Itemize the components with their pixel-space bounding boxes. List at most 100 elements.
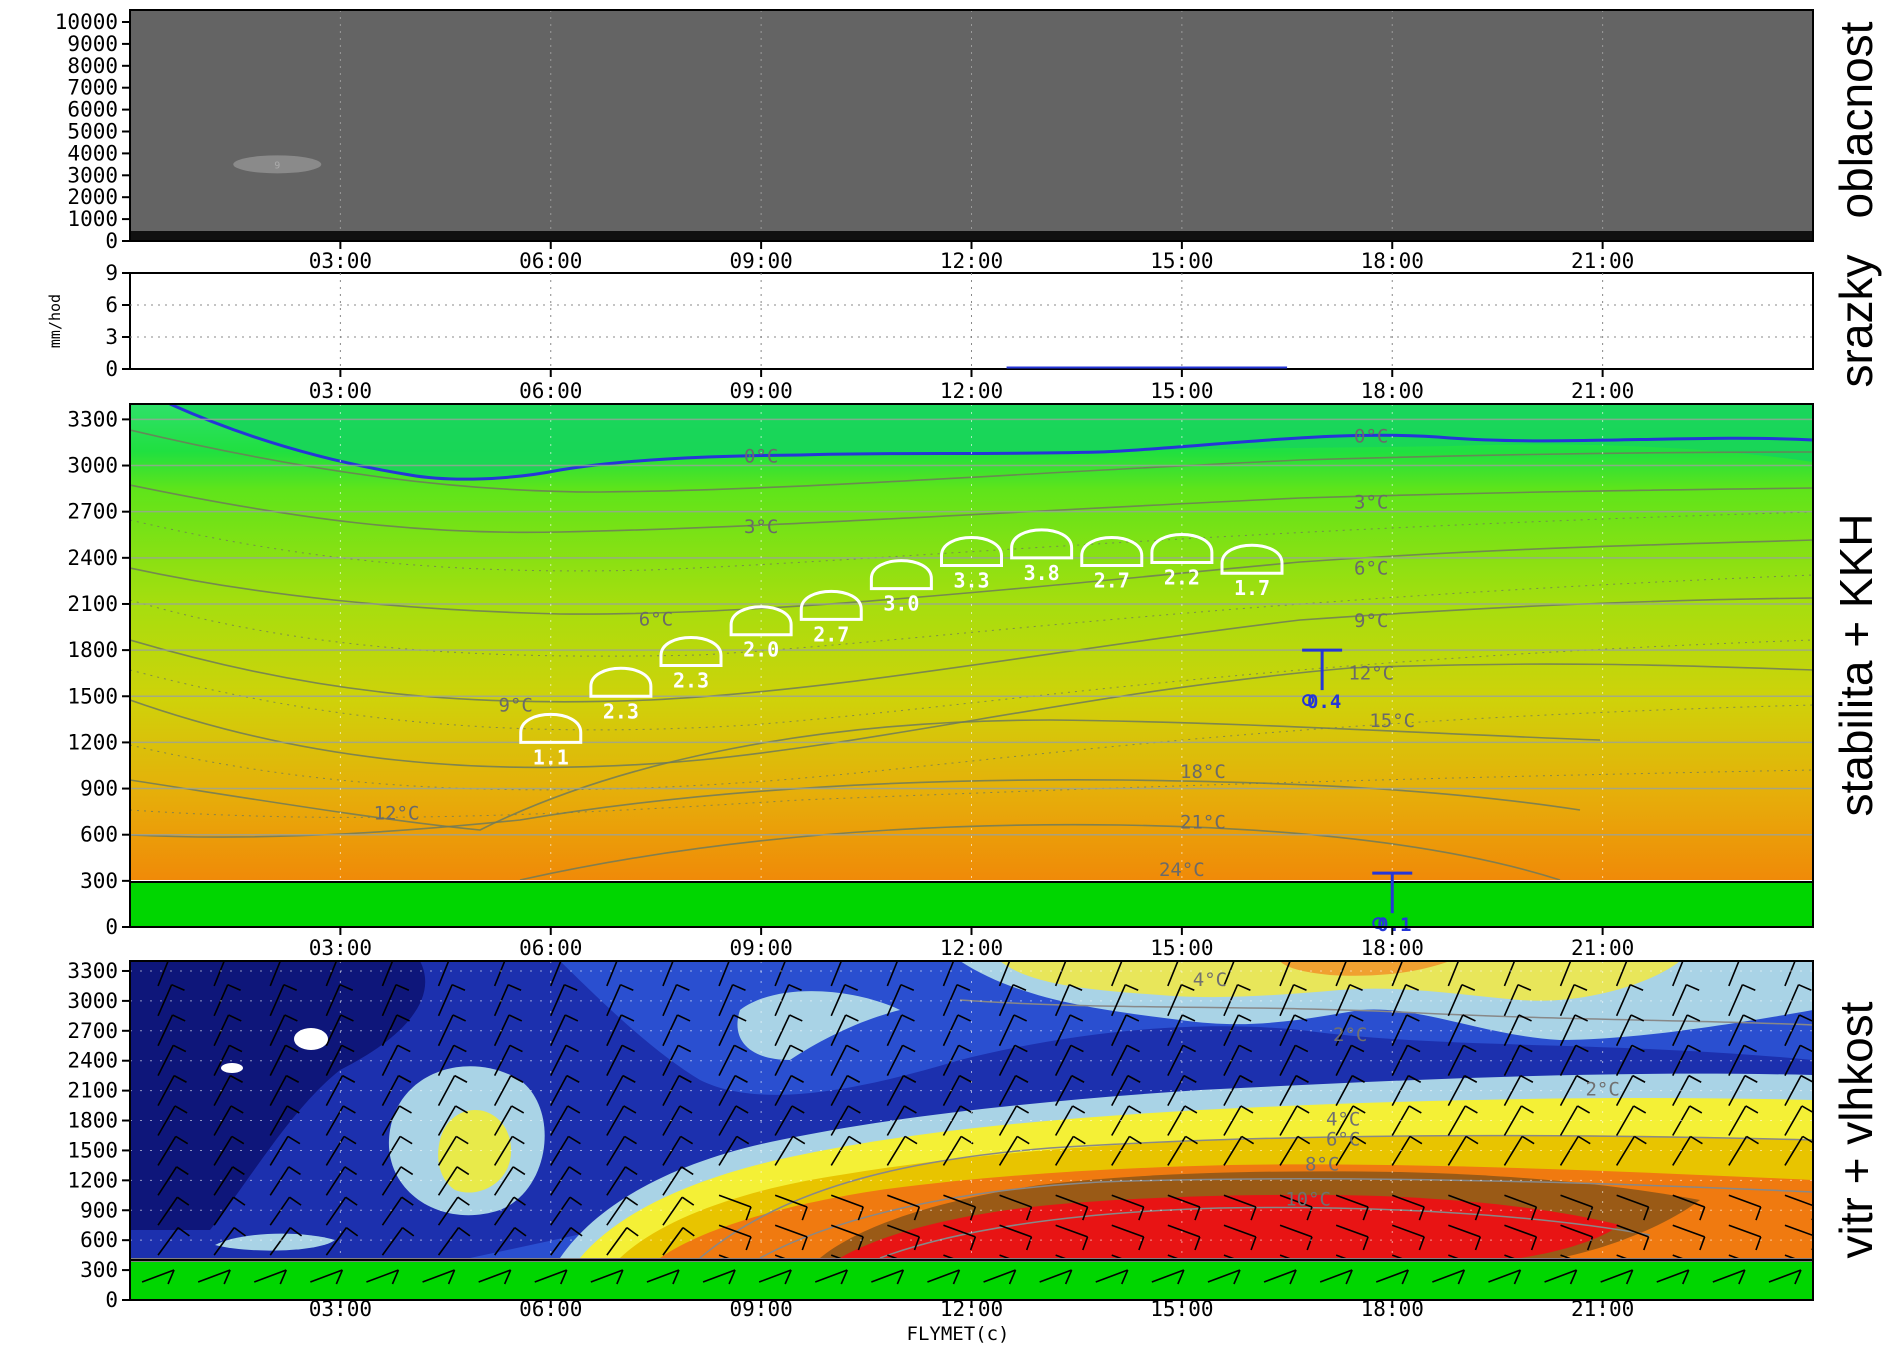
wind-barb-staff bbox=[550, 1227, 572, 1256]
kkh-symbol bbox=[940, 536, 1003, 568]
wind-barb-staff bbox=[1728, 1105, 1747, 1136]
wind-barb-staff bbox=[1616, 1224, 1649, 1238]
isotherm-lines bbox=[130, 429, 1813, 880]
wind-barb-staff bbox=[606, 961, 618, 987]
wind-barb-staff bbox=[774, 984, 790, 1017]
ground-barb-flag bbox=[616, 1269, 624, 1285]
wind-barb-flag bbox=[790, 1044, 804, 1053]
y-tick-label: 1500 bbox=[67, 684, 118, 708]
wind-height-grid bbox=[130, 961, 1813, 1258]
wind-barb-staff bbox=[830, 1105, 849, 1136]
wind-barb-staff bbox=[886, 1044, 904, 1077]
ground-barb-flag bbox=[896, 1269, 905, 1285]
wind-barb-staff bbox=[1504, 1254, 1515, 1258]
panel-label-stabilita: stabilita + KKH bbox=[1830, 514, 1882, 817]
wind-barb-staff bbox=[437, 1105, 457, 1136]
wind-barb-flag bbox=[958, 1044, 972, 1053]
wind-barb-flag bbox=[342, 1074, 356, 1083]
wind-barb-flag bbox=[1238, 1044, 1253, 1053]
wind-barb-flag bbox=[1686, 954, 1699, 959]
cloud-patch-label: 9 bbox=[274, 160, 280, 171]
wind-barb-staff bbox=[325, 1227, 348, 1256]
wind-barb-staff bbox=[493, 984, 509, 1017]
wind-barb-flag bbox=[1016, 1135, 1030, 1145]
wind-barb-flag bbox=[1306, 1206, 1313, 1221]
wind-barb-staff bbox=[269, 1014, 286, 1047]
dark-blue-region bbox=[130, 961, 1813, 1258]
wind-barb-staff bbox=[1615, 1105, 1635, 1136]
y-tick-label: 2100 bbox=[67, 1079, 118, 1103]
wind-barb-flag bbox=[452, 1014, 467, 1022]
wind-barb-flag bbox=[1407, 1044, 1421, 1053]
wind-barb-staff bbox=[1223, 1254, 1235, 1258]
y-tick-label: 1200 bbox=[67, 730, 118, 754]
wind-barb-staff bbox=[213, 984, 229, 1017]
wind-barb-staff bbox=[325, 1135, 345, 1166]
isotherm-label: 3°C bbox=[744, 516, 778, 538]
wind-barb-staff bbox=[1615, 1135, 1636, 1166]
wind-barb-staff bbox=[1728, 1224, 1762, 1238]
x-tick-label: 03:00 bbox=[309, 249, 372, 273]
ground-barb-flag bbox=[1008, 1269, 1017, 1285]
wind-barb-staff bbox=[381, 1166, 402, 1196]
wind-barb-staff bbox=[1054, 1075, 1073, 1106]
wind-barb-staff bbox=[550, 961, 562, 987]
wind-barb-staff bbox=[718, 1075, 736, 1106]
wind-barb-flag bbox=[1699, 1206, 1706, 1221]
wind-barb-flag bbox=[1353, 1135, 1367, 1145]
wind-barb-flag bbox=[227, 983, 241, 992]
wind-barb-staff bbox=[157, 1044, 175, 1077]
y-tick-label: 3 bbox=[105, 325, 118, 349]
wind-barb-flag bbox=[789, 1014, 803, 1022]
ground-barb-staff bbox=[1319, 1269, 1353, 1283]
panel-label-srazky: srazky bbox=[1830, 255, 1882, 388]
wind-barb-staff bbox=[1447, 1014, 1464, 1047]
wind-barb-staff bbox=[1279, 1224, 1313, 1238]
wind-barb-flag bbox=[1520, 1074, 1534, 1083]
wind-barb-flag bbox=[1352, 1105, 1366, 1114]
wind-barb-staff bbox=[606, 1166, 627, 1196]
kkh-symbol bbox=[729, 605, 793, 637]
kkh-symbol bbox=[869, 559, 933, 591]
wind-barb-staff bbox=[269, 1105, 288, 1136]
wind-barb-flag bbox=[1070, 1044, 1084, 1053]
wind-barb-flag bbox=[1474, 1236, 1482, 1251]
isotherm-label: 3°C bbox=[1354, 492, 1388, 514]
precip-grid bbox=[130, 273, 1813, 369]
wind-barb-staff bbox=[774, 1254, 786, 1258]
ground-barb-flag bbox=[1121, 1269, 1129, 1285]
wind-barb-flag bbox=[624, 1166, 638, 1176]
dewpoint-lines bbox=[699, 999, 1813, 1258]
wind-barb-flag bbox=[345, 1227, 359, 1237]
ground-barb-flag bbox=[1513, 1269, 1522, 1285]
y-tick-label: 600 bbox=[80, 823, 118, 847]
x-tick-label: 12:00 bbox=[940, 936, 1003, 960]
wind-barb-flag bbox=[1518, 1014, 1532, 1022]
wind-barb-flag bbox=[1239, 1074, 1253, 1083]
wind-barb-flag bbox=[1408, 1105, 1422, 1114]
wind-barb-flag bbox=[1799, 1014, 1813, 1022]
wind-barb-staff bbox=[998, 1075, 1017, 1106]
ground-barb-staff bbox=[1375, 1269, 1409, 1283]
wind-barb-staff bbox=[774, 1044, 792, 1077]
ground-barb-staff bbox=[1712, 1269, 1746, 1283]
wind-barb-staff bbox=[1559, 1014, 1576, 1047]
wind-barb-flag bbox=[229, 1044, 243, 1053]
wind-barb-staff bbox=[381, 1227, 404, 1256]
wind-barb-staff bbox=[1672, 1014, 1688, 1047]
wind-barb-flag bbox=[1125, 983, 1139, 992]
wind-barb-staff bbox=[1447, 1135, 1467, 1166]
wind-barb-staff bbox=[1447, 1044, 1465, 1077]
wind-barb-staff bbox=[774, 1075, 792, 1106]
panel-label-vitr: vitr + vlhkost bbox=[1830, 1001, 1882, 1258]
kkh-symbols: 1.1 2.3 2.3 2.0 2.7 3.0 3.3 3.8 2.7 2.2 1.7 bbox=[519, 528, 1284, 769]
wind-barb-staff bbox=[1672, 961, 1684, 987]
y-tick-label: 0 bbox=[105, 1288, 118, 1312]
wind-barb-flag bbox=[734, 1074, 748, 1083]
y-tick-label: 300 bbox=[80, 869, 118, 893]
wind-barb-staff bbox=[887, 1254, 898, 1258]
cloud-x-ticks: 03:00 06:00 09:00 12:00 15:00 18:00 21:00 bbox=[309, 241, 1634, 273]
wind-barb-flag bbox=[458, 1227, 471, 1237]
wind-barb-flag bbox=[1068, 954, 1081, 959]
wind-barb-flag bbox=[454, 1074, 468, 1083]
